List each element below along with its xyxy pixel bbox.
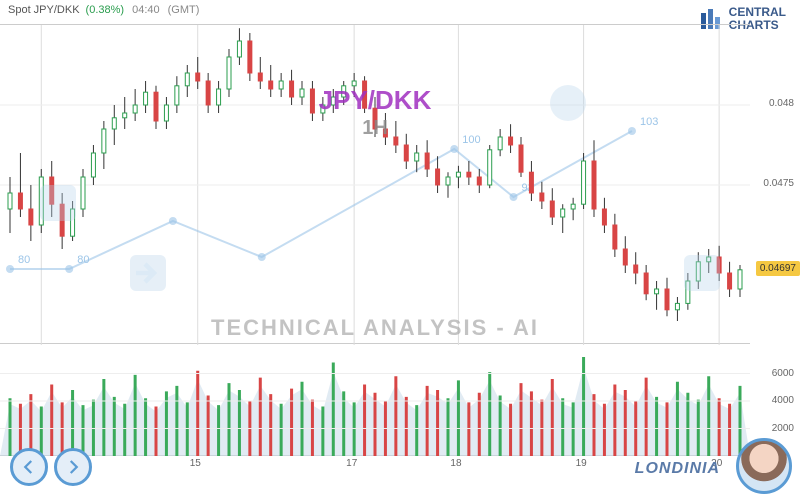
arrow-left-icon	[20, 458, 38, 476]
timezone-label: (GMT)	[168, 4, 200, 16]
svg-text:80: 80	[77, 254, 89, 266]
watermark-icon	[130, 255, 166, 291]
londinia-label: LONDINIA	[635, 460, 720, 478]
current-price-tag: 0.04697	[756, 261, 800, 276]
time-label: 04:40	[132, 4, 160, 16]
chart-header: Spot JPY/DKK (0.38%) 04:40 (GMT)	[0, 0, 800, 20]
svg-text:100: 100	[462, 134, 480, 146]
watermark-icon	[40, 185, 76, 221]
nav-next-button[interactable]	[54, 448, 92, 486]
assistant-avatar[interactable]	[736, 438, 792, 494]
watermark-tech: TECHNICAL ANALYSIS - AI	[211, 315, 539, 341]
symbol-label: Spot JPY/DKK	[8, 4, 80, 16]
watermark-pair: JPY/DKK	[319, 85, 432, 116]
svg-text:103: 103	[640, 116, 658, 128]
watermark-icon	[684, 255, 720, 291]
nav-prev-button[interactable]	[10, 448, 48, 486]
watermark-timeframe: 1H	[362, 117, 388, 140]
price-chart[interactable]: 808010092103 JPY/DKK 1H TECHNICAL ANALYS…	[0, 24, 750, 344]
svg-text:80: 80	[18, 254, 30, 266]
change-pct: (0.38%)	[86, 4, 125, 16]
arrow-right-icon	[64, 458, 82, 476]
volume-panel[interactable]	[0, 346, 750, 456]
price-y-axis: 0.0480.04750.04697	[750, 24, 800, 344]
watermark-icon	[550, 85, 586, 121]
